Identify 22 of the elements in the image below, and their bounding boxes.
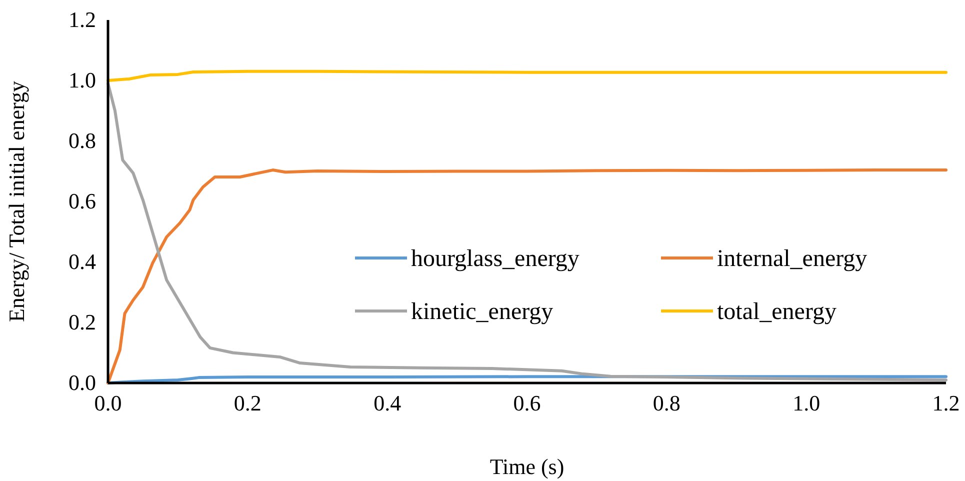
y-tick-label: 0.6 <box>68 188 96 214</box>
legend-label: total_energy <box>717 299 837 325</box>
x-tick-label: 0.0 <box>94 390 122 416</box>
legend-label: kinetic_energy <box>411 299 554 325</box>
x-tick-label: 0.2 <box>234 390 262 416</box>
y-axis-title: Energy/ Total initial energy <box>4 80 29 322</box>
x-axis-title: Time (s) <box>490 454 564 479</box>
line-series <box>106 70 948 82</box>
x-tick-label: 0.6 <box>513 390 541 416</box>
y-tick-label: 0.0 <box>68 370 96 396</box>
y-tick-label: 1.0 <box>68 68 96 93</box>
x-tick-label: 1.2 <box>932 390 960 416</box>
y-tick-label: 0.4 <box>68 249 96 274</box>
line-series <box>106 82 948 382</box>
x-tick-label: 0.4 <box>374 390 402 416</box>
legend-label: internal_energy <box>717 246 868 272</box>
y-tick-label: 1.2 <box>68 7 96 32</box>
y-tick-label: 0.2 <box>68 310 96 335</box>
x-tick-label: 1.0 <box>792 390 820 416</box>
legend-label: hourglass_energy <box>411 246 580 272</box>
x-tick-label: 0.8 <box>652 390 680 416</box>
y-tick-label: 0.8 <box>68 128 96 154</box>
